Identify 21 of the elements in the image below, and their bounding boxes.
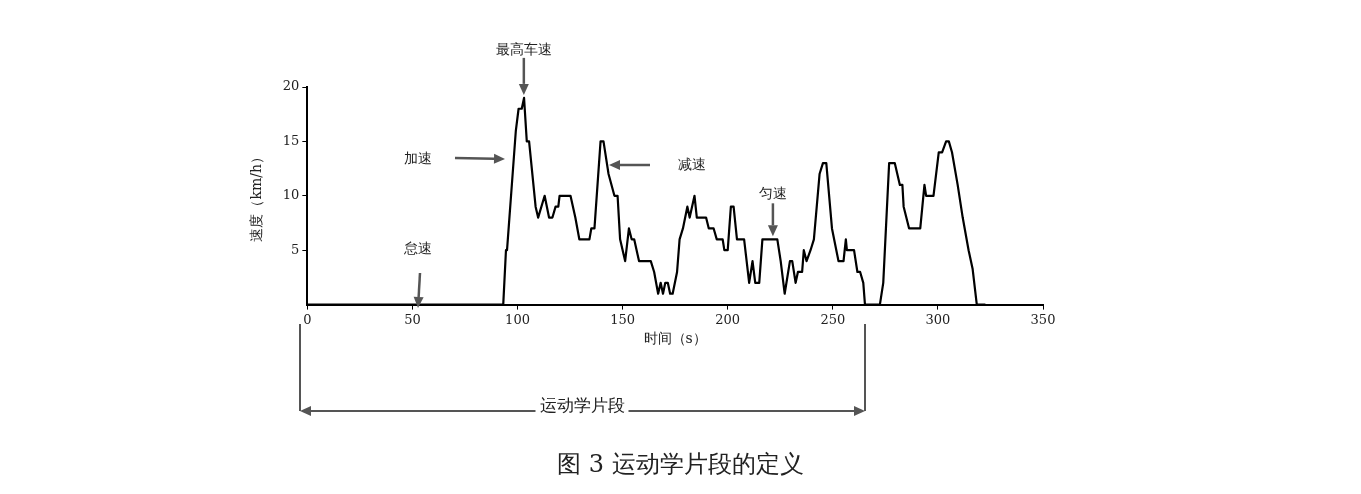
caption: 图 3 运动学片段的定义 <box>556 449 805 480</box>
x-tick-label: 100 <box>505 311 530 327</box>
x-tick-label: 300 <box>925 311 951 327</box>
y-tick-label: 20 <box>282 78 300 94</box>
x-axis-title: 时间（s） <box>643 330 707 347</box>
annotation: 最高车速 <box>495 40 552 57</box>
y-tick-label: 15 <box>282 132 300 148</box>
x-tick-label: 0 <box>303 311 312 327</box>
annotation: 怠速 <box>404 240 432 258</box>
text: 运动学片段 <box>535 393 629 417</box>
annotation: 减速 <box>678 156 706 174</box>
x-tick-label: 50 <box>404 311 421 327</box>
y-tick-label: 5 <box>291 241 300 257</box>
y-tick-label: 10 <box>282 187 300 203</box>
annotation: 加速 <box>404 150 432 168</box>
annotation: 匀速 <box>758 184 787 201</box>
x-tick-label: 350 <box>1030 311 1056 327</box>
x-tick-label: 250 <box>820 311 846 327</box>
x-tick-label: 200 <box>715 311 741 327</box>
y-axis-title: 速度（km/h） <box>248 150 265 242</box>
x-tick-label: 150 <box>610 311 636 327</box>
